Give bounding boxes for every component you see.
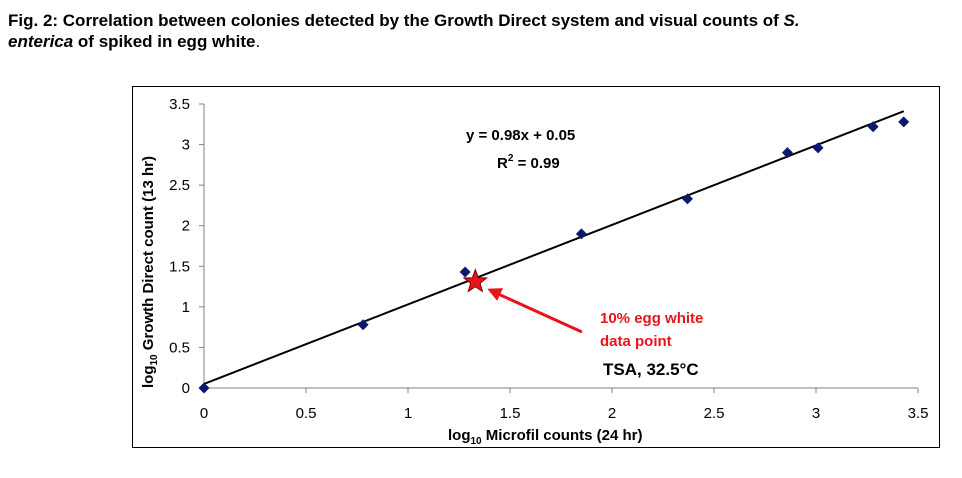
x-tick-labels: 0 0.5 1 1.5 2 2.5 3 3.5 (200, 405, 929, 422)
y-tick-label: 3 (182, 137, 190, 154)
x-tick-label: 3 (812, 405, 820, 422)
x-tick-label: 0 (200, 405, 208, 422)
highlight-label-line2: data point (600, 333, 672, 350)
figure-caption: Fig. 2: Correlation between colonies det… (8, 10, 954, 52)
caption-species-name: enterica (8, 32, 74, 51)
highlight-arrow-shaft (494, 291, 583, 334)
caption-period: . (255, 32, 261, 51)
r-squared-label: R2 = 0.99 (497, 153, 560, 172)
condition-label: TSA, 32.5°C (603, 360, 699, 379)
x-axis-label-prefix: log (448, 427, 471, 444)
trendline-group (203, 110, 905, 385)
x-tick-label: 1.5 (500, 405, 521, 422)
caption-lead: Fig. 2: Correlation between colonies det… (8, 11, 784, 30)
data-point (812, 142, 824, 154)
y-tick-label: 1 (182, 299, 190, 316)
x-tick-label: 0.5 (296, 405, 317, 422)
data-points (198, 116, 910, 394)
x-tick-label: 2 (608, 405, 616, 422)
data-point (459, 266, 471, 278)
r-squared-prefix: R (497, 155, 508, 172)
x-axis-label-sub: 10 (471, 436, 483, 447)
y-tick-label: 3.5 (169, 96, 190, 113)
data-point (898, 116, 910, 128)
y-axis-label-prefix: log (140, 366, 157, 389)
y-axis-label: log10 Growth Direct count (13 hr) (140, 156, 160, 388)
r-squared-sup: 2 (508, 153, 514, 164)
x-tick-label: 2.5 (704, 405, 725, 422)
x-tick-label: 1 (404, 405, 412, 422)
highlight-group (462, 268, 583, 334)
x-axis-label-suffix: Microfil counts (24 hr) (482, 427, 643, 444)
data-point (781, 147, 793, 159)
data-point (867, 121, 879, 133)
y-axis-label-suffix: Growth Direct count (13 hr) (140, 156, 157, 354)
y-tick-label: 2.5 (169, 177, 190, 194)
caption-species-genus: S. (783, 11, 800, 30)
y-tick-label: 1.5 (169, 258, 190, 275)
equation-label: y = 0.98x + 0.05 (466, 127, 575, 144)
highlight-arrow-head (487, 288, 503, 301)
trendline (203, 110, 905, 385)
y-tick-labels: 0 0.5 1 1.5 2 2.5 3 3.5 (169, 96, 190, 397)
data-point (575, 228, 587, 240)
data-point (357, 319, 369, 331)
r-squared-suffix: = 0.99 (513, 155, 559, 172)
y-tick-label: 0.5 (169, 339, 190, 356)
x-tick-label: 3.5 (908, 405, 929, 422)
y-axis-label-sub: 10 (149, 354, 160, 366)
caption-tail: of spiked in egg white (73, 32, 256, 51)
highlight-star (462, 268, 489, 293)
data-point (681, 193, 693, 205)
highlight-label-line1: 10% egg white (600, 310, 703, 327)
y-tick-label: 0 (182, 380, 190, 397)
y-tick-label: 2 (182, 218, 190, 235)
chart-frame (132, 86, 940, 448)
x-axis-label: log10 Microfil counts (24 hr) (448, 427, 642, 447)
data-point (198, 382, 210, 394)
